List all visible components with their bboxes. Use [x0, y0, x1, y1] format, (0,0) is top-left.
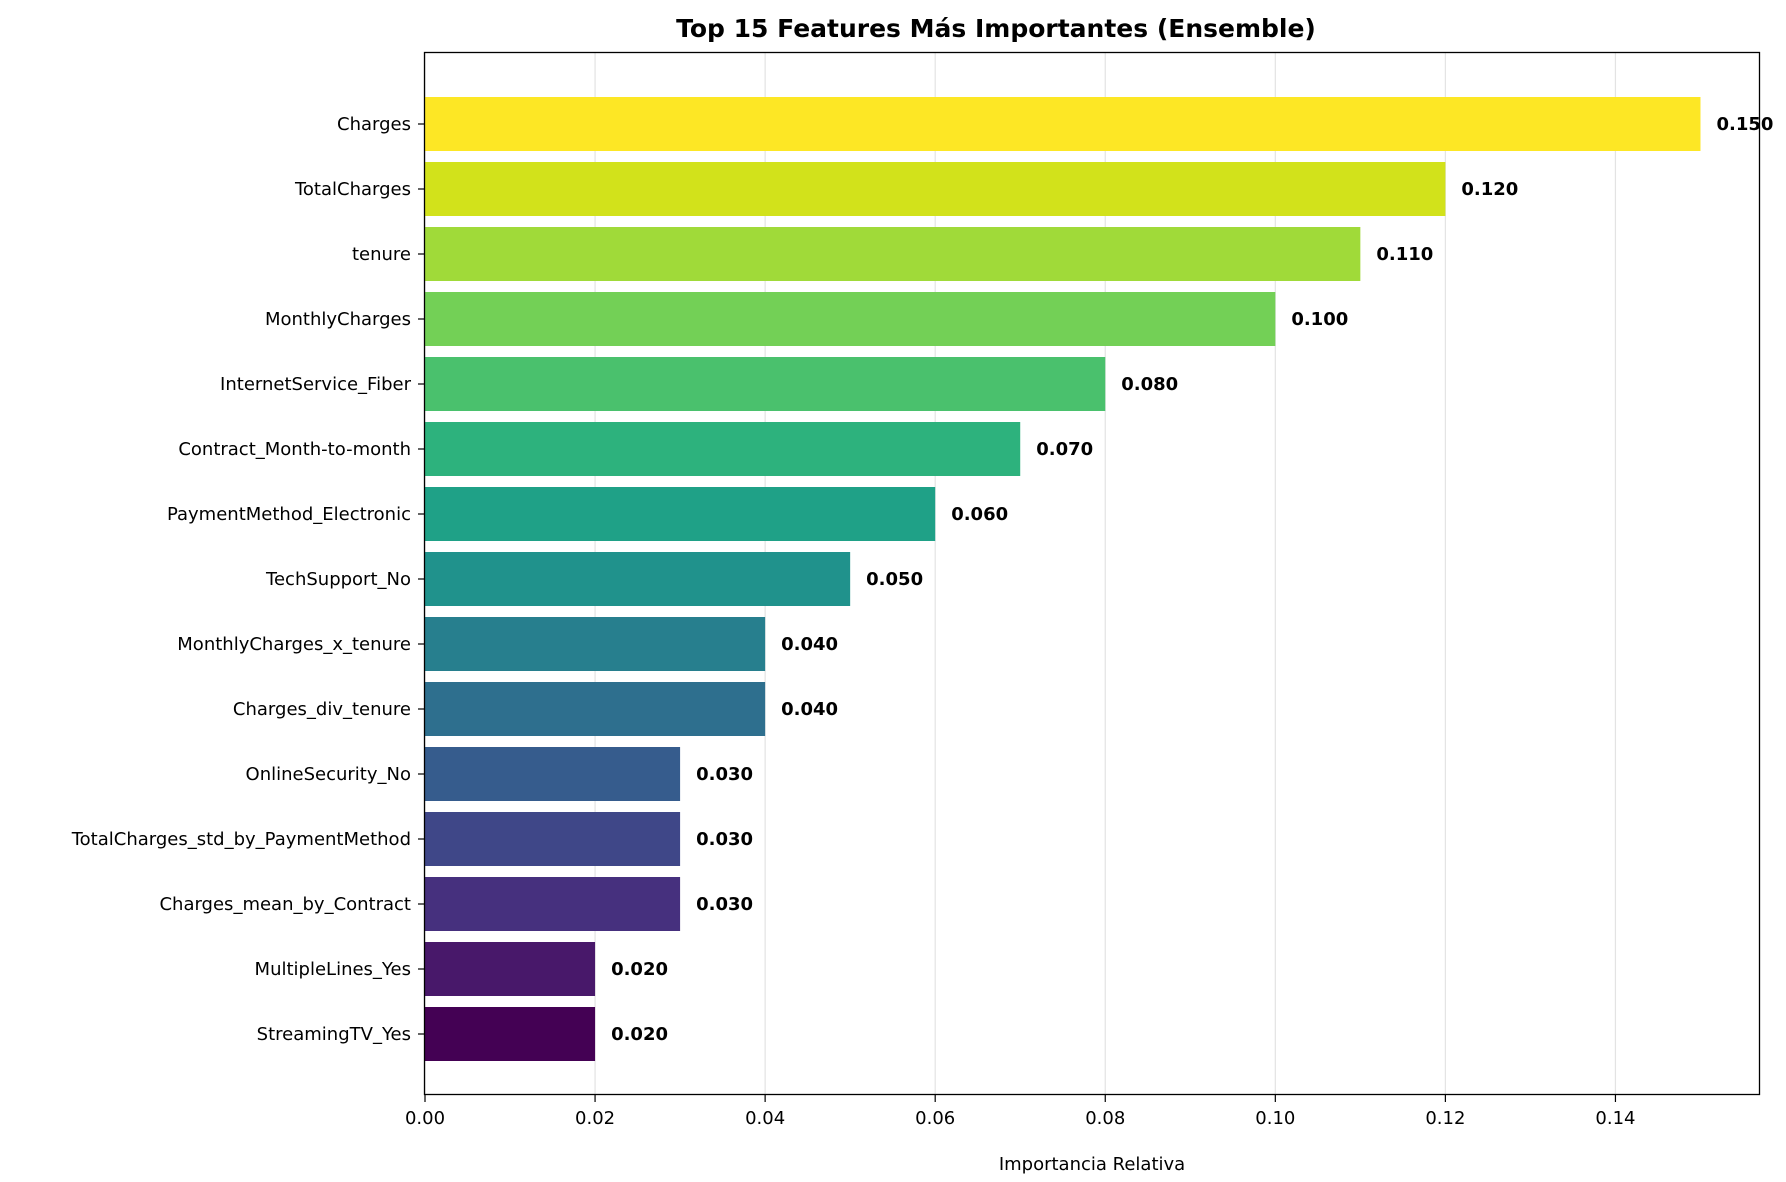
bar-value-label: 0.070 — [1036, 439, 1093, 460]
bar-value-label: 0.030 — [696, 764, 753, 785]
x-tick-label: 0.06 — [915, 1108, 955, 1129]
bar-value-label: 0.110 — [1376, 244, 1433, 265]
y-tick-label: TechSupport_No — [265, 569, 411, 590]
bar-value-label: 0.120 — [1461, 179, 1518, 200]
bar-value-label: 0.060 — [951, 504, 1008, 525]
bar-value-label: 0.040 — [781, 634, 838, 655]
bar-value-label: 0.080 — [1121, 374, 1178, 395]
bar-value-label: 0.150 — [1716, 114, 1773, 135]
y-axis-labels: Charges TotalCharges tenure MonthlyCharges I… — [71, 114, 425, 1045]
x-tick-label: 0.12 — [1425, 1108, 1465, 1129]
bars-layer — [425, 97, 1701, 1061]
x-tick-label: 0.04 — [745, 1108, 785, 1129]
x-axis-label: Importancia Relativa — [999, 1154, 1185, 1175]
bar — [425, 422, 1021, 476]
bar-value-label: 0.030 — [696, 829, 753, 850]
bar-value-label: 0.100 — [1291, 309, 1348, 330]
bar-value-label: 0.050 — [866, 569, 923, 590]
bar — [425, 617, 766, 671]
bar — [425, 747, 681, 801]
y-tick-label: TotalCharges_std_by_PaymentMethod — [71, 829, 411, 850]
bar — [425, 877, 681, 931]
plot-frame — [423, 51, 1761, 1096]
x-tick-label: 0.02 — [575, 1108, 615, 1129]
y-tick-label: OnlineSecurity_No — [246, 764, 411, 785]
bar — [425, 1007, 596, 1061]
bar — [425, 487, 936, 541]
data-labels-layer: 0.150 0.120 0.110 0.100 0.080 0.070 0.060 0.050… — [611, 114, 1773, 1045]
bar — [425, 97, 1701, 151]
x-tick-label: 0.10 — [1255, 1108, 1295, 1129]
bar — [425, 682, 766, 736]
bar — [425, 357, 1106, 411]
y-tick-label: Contract_Month-to-month — [178, 439, 411, 460]
y-tick-label: MonthlyCharges_x_tenure — [177, 634, 411, 655]
bar — [425, 292, 1276, 346]
y-tick-label: PaymentMethod_Electronic — [167, 504, 411, 525]
bar-value-label: 0.020 — [611, 959, 668, 980]
bar-value-label: 0.040 — [781, 699, 838, 720]
x-tick-label: 0.14 — [1595, 1108, 1635, 1129]
x-axis-ticks: 0.00 0.02 0.04 0.06 0.08 0.10 0.12 0.14 — [405, 1095, 1635, 1129]
y-tick-label: MonthlyCharges — [265, 309, 411, 330]
y-tick-label: TotalCharges — [294, 179, 411, 200]
y-tick-label: Charges_mean_by_Contract — [159, 894, 411, 915]
bar — [425, 812, 681, 866]
chart-title: Top 15 Features Más Importantes (Ensembl… — [676, 14, 1316, 43]
bar — [425, 552, 851, 606]
x-tick-label: 0.00 — [405, 1108, 445, 1129]
y-tick-label: StreamingTV_Yes — [257, 1024, 411, 1045]
x-tick-label: 0.08 — [1085, 1108, 1125, 1129]
y-tick-label: Charges — [337, 114, 411, 135]
bar-value-label: 0.030 — [696, 894, 753, 915]
bar — [425, 162, 1446, 216]
y-tick-label: tenure — [352, 244, 411, 265]
bar — [425, 227, 1361, 281]
y-tick-label: InternetService_Fiber — [220, 374, 412, 395]
y-tick-label: MultipleLines_Yes — [255, 959, 411, 980]
y-tick-label: Charges_div_tenure — [233, 699, 411, 720]
bar-value-label: 0.020 — [611, 1024, 668, 1045]
bar — [425, 942, 596, 996]
